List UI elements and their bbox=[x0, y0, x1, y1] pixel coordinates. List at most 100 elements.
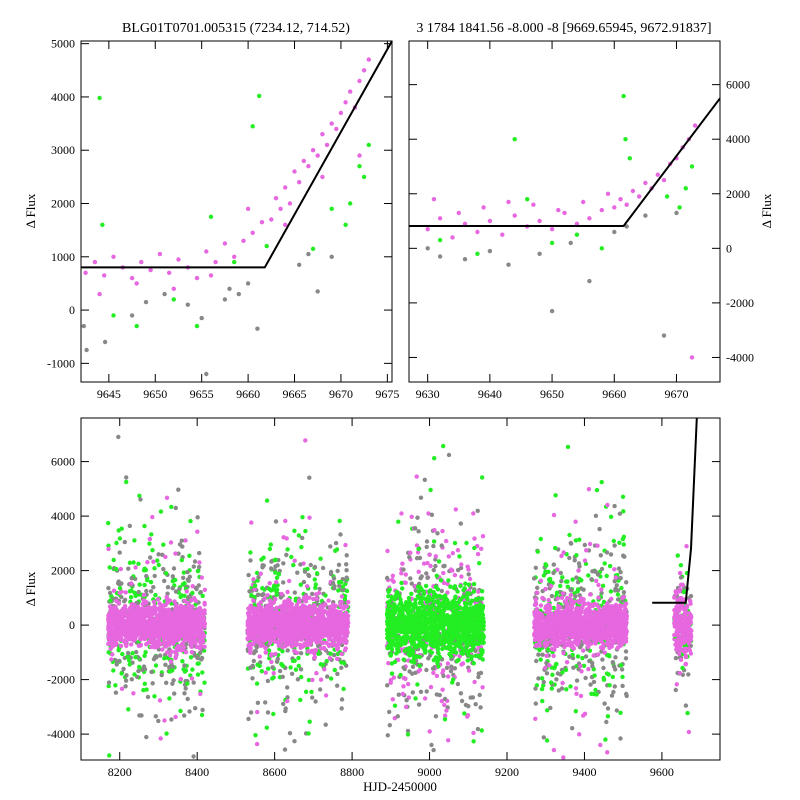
data-point bbox=[106, 683, 111, 689]
data-point bbox=[487, 218, 493, 224]
data-point bbox=[313, 585, 318, 590]
data-point bbox=[140, 606, 145, 611]
data-point bbox=[158, 736, 163, 741]
data-point bbox=[324, 659, 329, 664]
data-point bbox=[661, 177, 667, 183]
data-point bbox=[196, 564, 202, 570]
data-point bbox=[117, 590, 122, 596]
data-point bbox=[156, 637, 162, 643]
data-point bbox=[290, 633, 295, 639]
data-point bbox=[256, 575, 261, 580]
data-point bbox=[413, 526, 418, 531]
data-point bbox=[319, 634, 324, 640]
data-point bbox=[197, 646, 203, 651]
data-point bbox=[158, 509, 164, 514]
ytick-label: 6000 bbox=[51, 455, 75, 469]
data-point bbox=[471, 589, 476, 594]
data-point bbox=[133, 636, 138, 641]
data-point bbox=[290, 658, 296, 664]
data-point bbox=[428, 684, 434, 690]
data-point bbox=[136, 668, 141, 674]
data-point bbox=[278, 206, 283, 211]
xtick-label: 9600 bbox=[650, 765, 674, 779]
data-point bbox=[227, 286, 232, 291]
data-point bbox=[417, 667, 423, 672]
data-point bbox=[348, 89, 353, 94]
data-point bbox=[148, 267, 153, 273]
data-point bbox=[197, 560, 202, 565]
data-point bbox=[431, 197, 437, 202]
data-point bbox=[185, 569, 190, 575]
data-point bbox=[202, 608, 207, 613]
data-point bbox=[297, 262, 302, 267]
data-point bbox=[167, 665, 172, 670]
data-point bbox=[129, 313, 135, 318]
data-point bbox=[144, 588, 149, 594]
data-point bbox=[320, 174, 325, 180]
data-point bbox=[455, 589, 460, 594]
data-point bbox=[199, 315, 204, 321]
data-point bbox=[328, 676, 334, 681]
data-point bbox=[506, 199, 511, 205]
data-point bbox=[106, 620, 112, 625]
data-point bbox=[141, 664, 147, 669]
data-point bbox=[132, 538, 137, 543]
data-point bbox=[252, 649, 257, 654]
data-point bbox=[276, 643, 281, 648]
data-point bbox=[275, 563, 280, 568]
data-point bbox=[178, 619, 184, 624]
data-point bbox=[127, 636, 133, 642]
data-point bbox=[425, 246, 430, 251]
ytick-label: 4000 bbox=[726, 132, 750, 146]
xtick-label: 8800 bbox=[340, 765, 364, 779]
data-point bbox=[339, 636, 345, 642]
data-point bbox=[357, 78, 362, 84]
data-point bbox=[419, 574, 424, 579]
data-point bbox=[195, 515, 200, 520]
data-point bbox=[107, 627, 113, 633]
data-point bbox=[260, 622, 265, 627]
panel-top-left: BLG01T0701.005315 (7234.12, 714.52) Δ Fl… bbox=[23, 21, 399, 401]
data-point bbox=[318, 662, 324, 667]
data-point bbox=[422, 477, 427, 482]
data-point bbox=[144, 642, 149, 647]
data-point bbox=[151, 585, 156, 590]
data-point bbox=[330, 580, 336, 586]
data-point bbox=[164, 571, 169, 576]
data-point bbox=[466, 572, 471, 577]
data-point bbox=[137, 713, 142, 718]
data-point bbox=[341, 686, 346, 692]
data-point bbox=[301, 158, 306, 164]
data-point bbox=[173, 505, 178, 511]
ytick-label: 2000 bbox=[51, 197, 75, 211]
data-point bbox=[268, 608, 273, 613]
data-point bbox=[84, 347, 89, 353]
data-point bbox=[409, 514, 414, 519]
data-point bbox=[148, 579, 154, 585]
ytick-label: -2000 bbox=[726, 296, 754, 310]
data-point bbox=[531, 202, 536, 207]
data-point bbox=[155, 558, 160, 563]
data-point bbox=[257, 630, 262, 635]
data-point bbox=[436, 651, 441, 656]
data-point bbox=[145, 694, 151, 700]
data-point bbox=[445, 661, 451, 666]
data-point bbox=[291, 562, 296, 568]
data-point bbox=[142, 636, 147, 642]
data-point bbox=[285, 648, 290, 653]
data-point bbox=[292, 169, 297, 174]
data-point bbox=[318, 687, 323, 692]
data-point bbox=[297, 629, 302, 634]
data-point bbox=[248, 558, 253, 563]
data-point bbox=[342, 604, 348, 609]
data-point bbox=[409, 591, 414, 596]
data-point bbox=[250, 676, 255, 681]
data-point bbox=[306, 164, 311, 169]
data-point bbox=[289, 554, 294, 560]
data-point bbox=[320, 132, 325, 137]
data-point bbox=[194, 275, 200, 281]
data-point bbox=[348, 201, 353, 206]
data-point bbox=[424, 689, 429, 694]
data-point bbox=[171, 566, 177, 571]
data-point bbox=[151, 559, 156, 564]
